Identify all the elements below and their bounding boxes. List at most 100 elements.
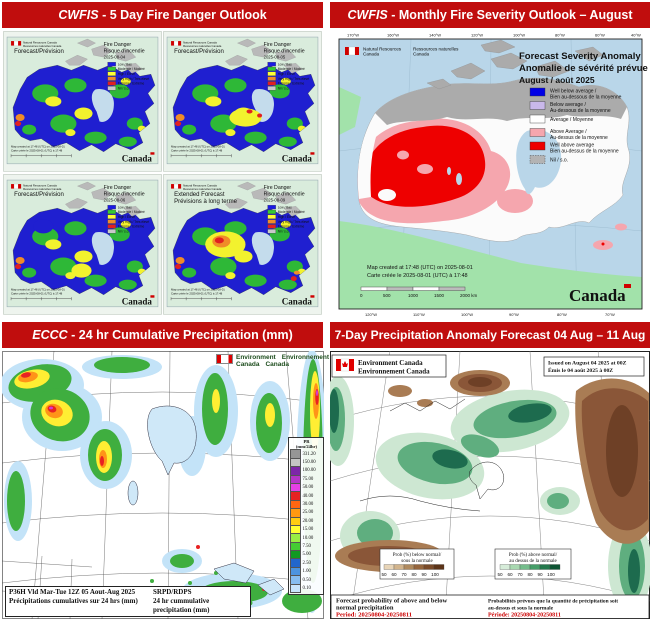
arctic-islands bbox=[426, 39, 604, 90]
fire-danger-zones-extra bbox=[205, 231, 300, 282]
issued-box: Issued on August 04 2025 at 00Z Émis le … bbox=[543, 356, 645, 377]
fire-danger-map-day1: Forecast/Prévision 2025-08-04 bbox=[3, 31, 162, 172]
legend-above-normal: Prob (%) above normal/ au dessus de la n… bbox=[494, 548, 572, 580]
svg-text:100°W: 100°W bbox=[461, 312, 473, 317]
severity-anomaly-map: 170°W 160°W 140°W 120°W 100°W 80°W 60°W 40°W bbox=[338, 33, 648, 317]
great-lakes bbox=[536, 230, 574, 248]
map-created-note-en: Map created at 17:48 (UTC) on 2025-08-01 bbox=[367, 265, 473, 271]
svg-text:60: 60 bbox=[391, 572, 397, 577]
fire-danger-map-grid: Forecast/Prévision 2025-08-04 Forecast/P… bbox=[3, 31, 323, 317]
map-border bbox=[338, 38, 643, 310]
svg-text:au-dessus et sous la normale: au-dessus et sous la normale bbox=[488, 606, 554, 612]
nrcan-logo: Natural Resources Canada Ressources natu… bbox=[345, 47, 459, 57]
legend-title-en: Forecast Severity Anomaly bbox=[519, 51, 641, 62]
legend-title-fr: Anomalie de sévérité prévue bbox=[519, 63, 648, 74]
svg-text:Average / Moyenne: Average / Moyenne bbox=[550, 117, 593, 123]
product-label-fr: Précipitations cumulatives sur 24 hrs (m… bbox=[9, 597, 138, 605]
anomaly-map-footer: Forecast probability of above and below … bbox=[330, 594, 650, 619]
logo-text-en: Environment Canada bbox=[358, 359, 423, 367]
svg-text:Canada: Canada bbox=[363, 52, 380, 57]
svg-text:110°W: 110°W bbox=[413, 312, 425, 317]
svg-text:Nil / s.o.: Nil / s.o. bbox=[550, 158, 568, 164]
precip-map-footer: P36H Vld Mar-Tue 12Z 05 Aout-Aug 2025 SRP… bbox=[5, 586, 251, 617]
logo-text-en: Environment bbox=[236, 354, 276, 361]
svg-text:70: 70 bbox=[401, 572, 407, 577]
fire-panel-title: - 5 Day Fire Danger Outlook bbox=[98, 8, 267, 22]
fire-danger-map-day2: Forecast/Prévision 2025-08-05 bbox=[163, 31, 322, 172]
ec-logo-box: Environment Canada Environnement Canada bbox=[331, 354, 447, 378]
svg-text:60°W: 60°W bbox=[595, 33, 605, 38]
logo-text-fr: Environnement bbox=[281, 354, 330, 361]
svg-text:2000 km: 2000 km bbox=[460, 293, 478, 298]
footer-period-fr: Période: 20250804-20250811 bbox=[488, 613, 561, 619]
svg-text:120°W: 120°W bbox=[471, 33, 483, 38]
svg-text:100°W: 100°W bbox=[513, 33, 525, 38]
legend-below-normal: Prob (%) below normal/ sous la normale 5… bbox=[379, 548, 455, 580]
svg-text:Au-dessus de la moyenne: Au-dessus de la moyenne bbox=[550, 135, 608, 141]
coastlines bbox=[359, 398, 504, 512]
forecast-date: 2025-08-04 bbox=[104, 55, 126, 60]
svg-text:Bien au-dessous de la moyenne: Bien au-dessous de la moyenne bbox=[550, 95, 622, 101]
svg-text:160°W: 160°W bbox=[387, 33, 399, 38]
footer-text-en: Forecast probability of above and below bbox=[336, 598, 447, 605]
fire-panel-title-prefix: CWFIS bbox=[58, 8, 99, 22]
svg-text:Below average /: Below average / bbox=[550, 102, 586, 108]
nova-scotia-anomaly bbox=[593, 223, 627, 250]
svg-text:100: 100 bbox=[547, 572, 555, 577]
svg-text:500: 500 bbox=[383, 293, 391, 298]
svg-text:70°W: 70°W bbox=[605, 312, 615, 317]
precip-color-scale: PR (mm/24hr) 331.20 150.00 100.00 75.00 5… bbox=[288, 437, 324, 595]
precip-anomaly-map: Environment Canada Environnement Canada … bbox=[330, 351, 650, 619]
severity-panel-header: CWFIS - Monthly Fire Severity Outlook – … bbox=[330, 2, 650, 28]
svg-text:Prévisions à long terme: Prévisions à long terme bbox=[174, 199, 238, 205]
longitude-labels-top: 170°W 160°W 140°W 120°W 100°W 80°W 60°W 40°W bbox=[347, 33, 641, 38]
svg-text:Ressources naturelles: Ressources naturelles bbox=[413, 47, 459, 52]
precipitation-map bbox=[0, 349, 328, 620]
svg-text:Above Average /: Above Average / bbox=[550, 129, 587, 135]
svg-text:au dessus de la normale: au dessus de la normale bbox=[509, 559, 557, 564]
canada-flag-icon bbox=[336, 359, 341, 371]
issued-date-en: Issued on August 04 2025 at 00Z bbox=[548, 361, 627, 367]
forecast-label: Forecast/Prévision bbox=[14, 192, 64, 198]
legend-period: August / août 2025 bbox=[519, 75, 595, 85]
issued-date-fr: Émis le 04 août 2025 à 00Z bbox=[548, 366, 613, 374]
model-label: SRPD/RDPS bbox=[153, 588, 192, 596]
anomaly-panel-header: 7-Day Precipitation Anomaly Forecast 04 … bbox=[330, 322, 650, 348]
svg-text:Bien au-dessus de la moyenne: Bien au-dessus de la moyenne bbox=[550, 149, 619, 155]
svg-text:70: 70 bbox=[517, 572, 523, 577]
fire-danger-panel-header: CWFIS - 5 Day Fire Danger Outlook bbox=[2, 2, 323, 28]
water-bodies bbox=[127, 405, 285, 596]
svg-text:Canada: Canada bbox=[413, 52, 430, 57]
precip-panel-title: - 24 hr Cumulative Precipitation (mm) bbox=[67, 328, 293, 342]
svg-text:80°W: 80°W bbox=[557, 312, 567, 317]
svg-text:Well below average /: Well below average / bbox=[550, 89, 597, 95]
anomaly-panel-title: 7-Day Precipitation Anomaly Forecast 04 … bbox=[334, 328, 646, 342]
forecast-date: 2025-08-06 bbox=[104, 198, 126, 203]
svg-text:90: 90 bbox=[537, 572, 543, 577]
svg-text:40°W: 40°W bbox=[631, 33, 641, 38]
forecast-date: 2025-08-09 bbox=[264, 198, 286, 203]
forecast-label: Forecast/Prévision bbox=[14, 49, 64, 55]
scale-title: PR (mm/24hr) bbox=[295, 439, 318, 449]
environment-canada-logo: Environment Environnement Canada Canada bbox=[216, 354, 335, 368]
fire-danger-zones-extra bbox=[229, 108, 263, 127]
logo-text-fr: Environnement Canada bbox=[358, 368, 430, 376]
svg-text:Prob (%) below normal/: Prob (%) below normal/ bbox=[393, 553, 442, 558]
svg-text:90: 90 bbox=[421, 572, 427, 577]
svg-text:Natural Resources: Natural Resources bbox=[363, 47, 402, 52]
longitude-labels-bottom: 120°W 110°W 100°W 90°W 80°W 70°W bbox=[365, 312, 615, 317]
svg-text:80°W: 80°W bbox=[555, 33, 565, 38]
svg-text:80: 80 bbox=[527, 572, 533, 577]
svg-text:50: 50 bbox=[381, 572, 387, 577]
canada-flag-icon bbox=[345, 47, 349, 55]
map-created-note-fr: Carte créée le 2025-08-01 (UTC) à 17:48 bbox=[367, 273, 468, 279]
precip-panel-header: ECCC - 24 hr Cumulative Precipitation (m… bbox=[2, 322, 323, 348]
fire-danger-map-day3: Forecast/Prévision 2025-08-06 bbox=[3, 174, 162, 315]
fire-danger-zones-extra bbox=[33, 219, 92, 278]
svg-text:Au-dessous de la moyenne: Au-dessous de la moyenne bbox=[550, 108, 611, 114]
forecast-date: 2025-08-05 bbox=[264, 55, 286, 60]
forecast-label: Extended Forecast bbox=[174, 192, 225, 198]
svg-text:Prob (%) above normal/: Prob (%) above normal/ bbox=[509, 553, 558, 558]
precip-map-panel: Environment Environnement Canada Canada PR… bbox=[0, 349, 329, 620]
